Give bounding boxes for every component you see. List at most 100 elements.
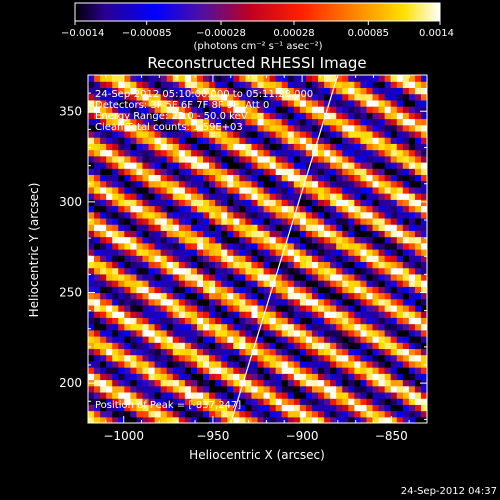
heatmap-cell: [136, 360, 144, 368]
heatmap-cell: [233, 118, 240, 126]
heatmap-cell: [215, 137, 222, 144]
heatmap-cell: [215, 199, 222, 207]
heatmap-cell: [215, 242, 222, 250]
heatmap-cell: [293, 224, 301, 231]
heatmap-cell: [215, 404, 222, 412]
heatmap-cell: [221, 398, 228, 405]
heatmap-cell: [166, 367, 174, 374]
heatmap-cell: [263, 143, 271, 151]
heatmap-cell: [293, 404, 301, 412]
heatmap-cell: [311, 360, 319, 368]
heatmap-cell: [142, 398, 150, 405]
heatmap-cell: [106, 168, 113, 176]
heatmap-cell: [196, 224, 204, 231]
heatmap-cell: [378, 224, 386, 231]
heatmap-cell: [100, 404, 107, 412]
heatmap-cell: [209, 342, 216, 350]
heatmap-cell: [414, 367, 422, 374]
heatmap-cell: [118, 193, 125, 200]
heatmap-cell: [408, 261, 416, 269]
heatmap-cell: [360, 211, 368, 219]
heatmap-cell: [360, 398, 368, 405]
heatmap-cell: [154, 273, 162, 281]
heatmap-cell: [354, 217, 362, 225]
heatmap-cell: [154, 261, 162, 269]
heatmap-cell: [88, 398, 95, 405]
heatmap-cell: [287, 410, 295, 418]
heatmap-cell: [94, 93, 101, 101]
heatmap-cell: [378, 186, 386, 194]
heatmap-cell: [100, 217, 107, 225]
heatmap-cell: [263, 267, 271, 275]
heatmap-cell: [342, 224, 349, 231]
heatmap-cell: [233, 379, 240, 387]
heatmap-cell: [221, 230, 228, 238]
heatmap-cell: [257, 373, 265, 381]
heatmap-cell: [336, 317, 343, 325]
heatmap-cell: [203, 261, 210, 269]
heatmap-cell: [100, 186, 107, 194]
heatmap-cell: [88, 81, 95, 89]
heatmap-cell: [305, 273, 313, 281]
heatmap-cell: [215, 354, 222, 362]
heatmap-cell: [184, 385, 192, 393]
heatmap-cell: [221, 149, 228, 157]
heatmap-cell: [408, 224, 416, 231]
heatmap-cell: [118, 106, 125, 113]
heatmap-cell: [184, 261, 192, 269]
heatmap-cell: [263, 99, 271, 107]
heatmap-cell: [88, 75, 95, 82]
heatmap-cell: [414, 87, 422, 95]
heatmap-cell: [190, 317, 198, 325]
heatmap-cell: [118, 143, 125, 151]
heatmap-cell: [281, 217, 289, 225]
heatmap-cell: [372, 217, 380, 225]
heatmap-cell: [112, 180, 119, 188]
heatmap-cell: [318, 255, 325, 263]
heatmap-cell: [154, 230, 162, 238]
heatmap-cell: [251, 130, 259, 138]
heatmap-cell: [360, 348, 368, 356]
heatmap-cell: [100, 137, 107, 144]
heatmap-cell: [112, 168, 119, 176]
heatmap-cell: [372, 118, 380, 126]
heatmap-cell: [215, 186, 222, 194]
heatmap-cell: [342, 87, 349, 95]
heatmap-cell: [239, 304, 246, 312]
heatmap-cell: [251, 118, 259, 126]
heatmap-cell: [318, 162, 325, 169]
heatmap-cell: [190, 137, 198, 144]
heatmap-cell: [233, 168, 240, 176]
heatmap-cell: [148, 261, 156, 269]
heatmap-cell: [94, 186, 101, 194]
heatmap-cell: [318, 106, 325, 113]
heatmap-cell: [239, 292, 246, 300]
heatmap-cell: [414, 385, 422, 393]
heatmap-cell: [106, 360, 113, 368]
heatmap-cell: [354, 273, 362, 281]
heatmap-cell: [305, 236, 313, 244]
heatmap-cell: [408, 162, 416, 169]
heatmap-cell: [178, 236, 186, 244]
heatmap-cell: [166, 205, 174, 213]
heatmap-cell: [184, 280, 192, 287]
heatmap-cell: [269, 155, 277, 163]
heatmap-cell: [172, 124, 180, 132]
heatmap-cell: [330, 211, 337, 219]
heatmap-cell: [354, 261, 362, 269]
heatmap-cell: [348, 106, 355, 113]
heatmap-cell: [136, 236, 144, 244]
heatmap-cell: [293, 174, 301, 182]
heatmap-cell: [118, 180, 125, 188]
heatmap-cell: [142, 385, 150, 393]
heatmap-cell: [408, 236, 416, 244]
heatmap-cell: [360, 168, 368, 176]
heatmap-cell: [166, 249, 174, 256]
heatmap-cell: [293, 137, 301, 144]
heatmap-cell: [215, 205, 222, 213]
heatmap-cell: [378, 75, 386, 82]
heatmap-cell: [324, 336, 331, 343]
heatmap-cell: [275, 286, 283, 294]
heatmap-cell: [178, 323, 186, 331]
heatmap-cell: [94, 311, 101, 318]
